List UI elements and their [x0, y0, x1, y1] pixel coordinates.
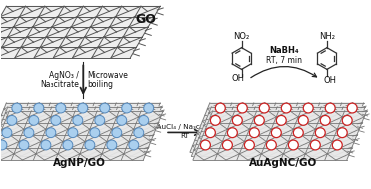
Polygon shape	[193, 111, 367, 160]
Circle shape	[134, 128, 144, 138]
Circle shape	[68, 128, 78, 138]
Circle shape	[41, 140, 51, 150]
Circle shape	[337, 128, 347, 138]
Circle shape	[129, 140, 139, 150]
Circle shape	[320, 115, 330, 125]
Circle shape	[112, 128, 122, 138]
Circle shape	[288, 140, 298, 150]
Circle shape	[215, 103, 225, 113]
Text: OH: OH	[231, 74, 244, 83]
Circle shape	[73, 115, 83, 125]
Circle shape	[237, 103, 247, 113]
Circle shape	[325, 103, 335, 113]
FancyArrowPatch shape	[251, 67, 316, 78]
Circle shape	[293, 128, 303, 138]
Circle shape	[271, 128, 281, 138]
Circle shape	[117, 115, 127, 125]
Circle shape	[12, 103, 22, 113]
Circle shape	[315, 128, 325, 138]
Text: AgNP/GO: AgNP/GO	[53, 158, 106, 168]
Circle shape	[90, 128, 100, 138]
Circle shape	[232, 115, 242, 125]
Polygon shape	[190, 103, 364, 152]
Circle shape	[200, 140, 210, 150]
Text: NH₂: NH₂	[319, 32, 335, 41]
Text: NaBH₄: NaBH₄	[269, 46, 299, 55]
Circle shape	[281, 103, 291, 113]
Circle shape	[210, 115, 220, 125]
Circle shape	[298, 115, 308, 125]
Circle shape	[19, 140, 29, 150]
Polygon shape	[0, 107, 162, 156]
Circle shape	[259, 103, 269, 113]
Circle shape	[51, 115, 61, 125]
Circle shape	[85, 140, 95, 150]
Polygon shape	[0, 6, 160, 58]
Polygon shape	[0, 111, 163, 160]
Text: HAuCl₄ / Na₃citrate: HAuCl₄ / Na₃citrate	[151, 124, 219, 129]
Circle shape	[144, 103, 154, 113]
Circle shape	[303, 103, 313, 113]
Circle shape	[206, 128, 215, 138]
Polygon shape	[191, 107, 365, 156]
Text: NO₂: NO₂	[233, 32, 250, 41]
Text: Na₃citrate: Na₃citrate	[40, 80, 79, 89]
Circle shape	[78, 103, 88, 113]
Text: OH: OH	[324, 76, 336, 85]
Circle shape	[0, 140, 7, 150]
Text: RT, 7 min: RT, 7 min	[266, 56, 302, 65]
Circle shape	[63, 140, 73, 150]
Circle shape	[100, 103, 110, 113]
Circle shape	[227, 128, 237, 138]
Circle shape	[29, 115, 39, 125]
Circle shape	[139, 115, 149, 125]
Circle shape	[347, 103, 357, 113]
Circle shape	[266, 140, 276, 150]
Circle shape	[276, 115, 286, 125]
Polygon shape	[0, 103, 160, 152]
Circle shape	[332, 140, 342, 150]
Circle shape	[56, 103, 66, 113]
Text: boiling: boiling	[87, 80, 113, 89]
Circle shape	[244, 140, 255, 150]
Circle shape	[249, 128, 259, 138]
Text: GO: GO	[135, 13, 156, 26]
Text: Microwave: Microwave	[87, 71, 128, 80]
Circle shape	[95, 115, 105, 125]
Circle shape	[7, 115, 17, 125]
Circle shape	[311, 140, 320, 150]
Circle shape	[24, 128, 34, 138]
Circle shape	[342, 115, 352, 125]
Text: AuAgNC/GO: AuAgNC/GO	[249, 158, 317, 168]
Circle shape	[107, 140, 117, 150]
Circle shape	[2, 128, 12, 138]
Circle shape	[34, 103, 44, 113]
Circle shape	[122, 103, 132, 113]
Text: RT: RT	[181, 133, 190, 139]
Text: AgNO₃ /: AgNO₃ /	[49, 71, 79, 80]
Circle shape	[255, 115, 264, 125]
Circle shape	[223, 140, 232, 150]
Circle shape	[46, 128, 56, 138]
